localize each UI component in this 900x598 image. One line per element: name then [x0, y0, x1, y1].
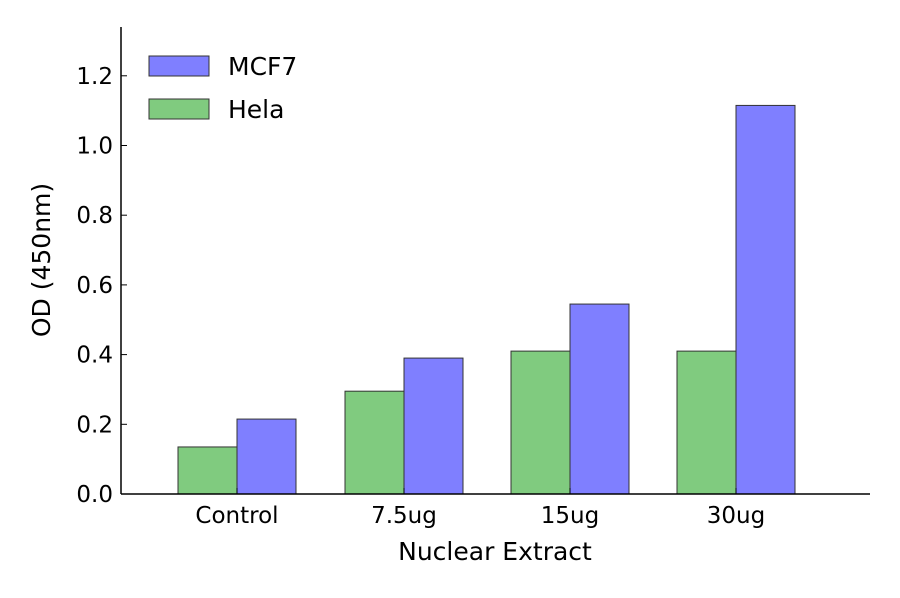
x-axis-label: Nuclear Extract [398, 537, 592, 566]
y-tick-label: 0.2 [76, 412, 113, 438]
y-tick-label: 0.0 [76, 482, 113, 508]
y-tick-label: 0.6 [76, 273, 113, 299]
legend-swatch-hela [148, 98, 210, 120]
bar-hela-15ug [510, 350, 571, 495]
bar-mcf7-7.5ug [403, 357, 464, 495]
legend-swatch-mcf7 [148, 55, 210, 77]
y-tick-label: 1.2 [76, 64, 113, 90]
legend-label-mcf7: MCF7 [228, 52, 297, 81]
bar-mcf7-control [236, 418, 297, 495]
x-tick-label: 7.5ug [371, 503, 437, 529]
legend: MCF7 Hela [148, 52, 297, 124]
bar-hela-7.5ug [344, 390, 405, 495]
x-tick-label: 30ug [707, 503, 765, 529]
bar-hela-30ug [676, 350, 737, 495]
bar-mcf7-30ug [735, 104, 796, 495]
x-tick-label: 15ug [541, 503, 599, 529]
bar-hela-control [177, 446, 238, 495]
x-tick-label: Control [195, 503, 278, 529]
y-tick-label: 0.8 [76, 203, 113, 229]
legend-label-hela: Hela [228, 95, 284, 124]
y-tick-label: 0.4 [76, 343, 113, 369]
y-axis-label: OD (450nm) [27, 183, 56, 337]
y-tick-label: 1.0 [76, 133, 113, 159]
bar-mcf7-15ug [569, 303, 630, 495]
